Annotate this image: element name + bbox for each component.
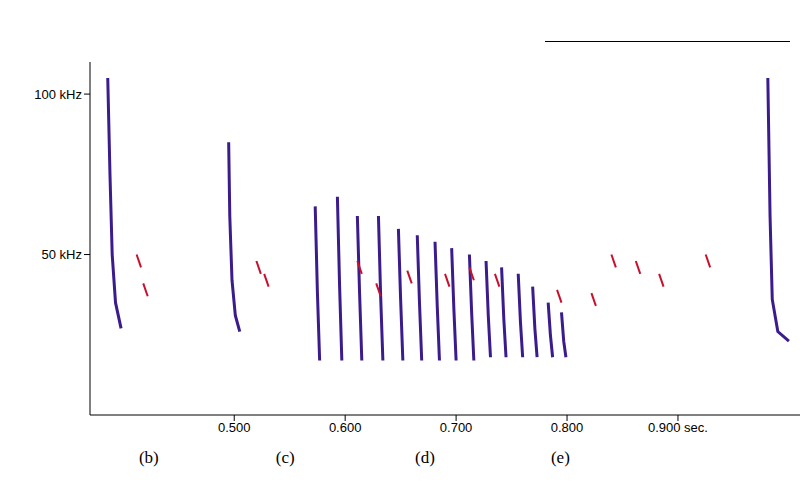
svg-text:0.800: 0.800 [551,420,584,435]
svg-text:0.500: 0.500 [218,420,251,435]
html-text:(c): (c) [275,448,295,467]
svg-text:100 kHz: 100 kHz [34,87,82,102]
html-text:(d): (d) [415,448,435,467]
html-text:(e): (e) [550,448,570,467]
svg-text:0.700: 0.700 [440,420,473,435]
svg-text:0.600: 0.600 [329,420,362,435]
svg-text:0.900 sec.: 0.900 sec. [648,420,708,435]
html-text:(b): (b) [138,448,159,467]
svg-text:50 kHz: 50 kHz [42,247,82,262]
